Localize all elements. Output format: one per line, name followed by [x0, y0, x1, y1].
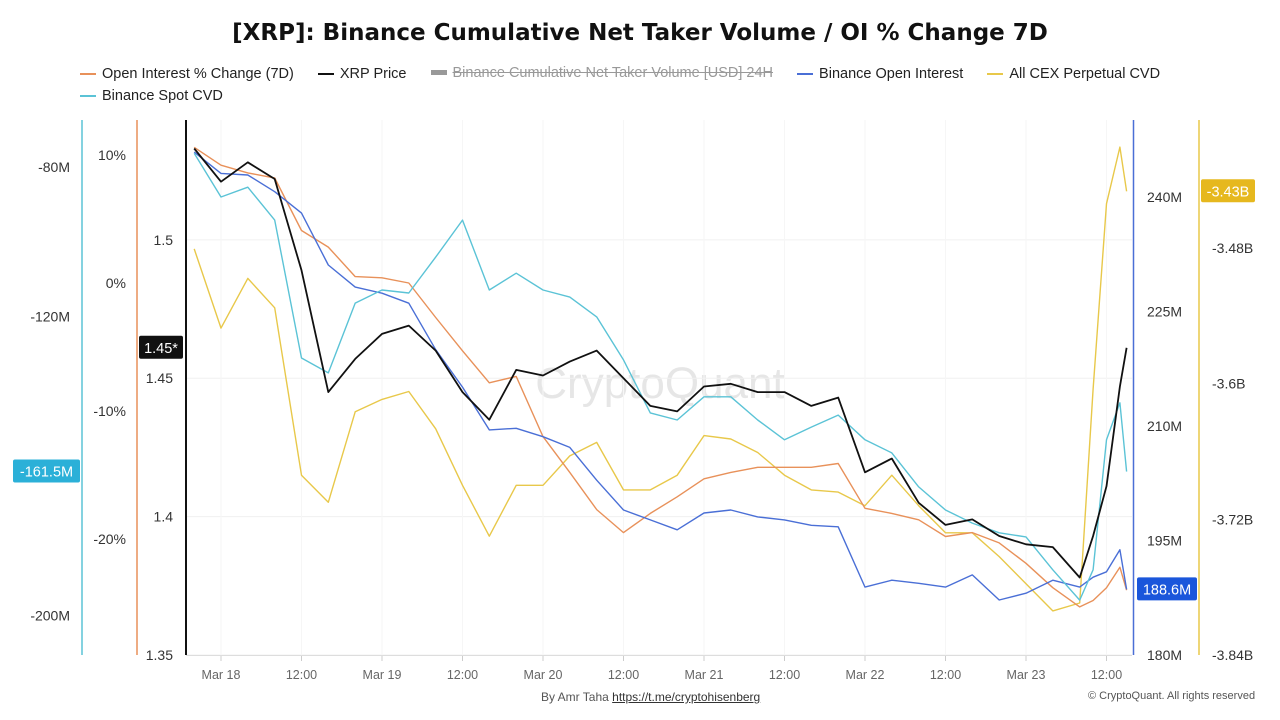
spot-cvd-tick-label: -120M [30, 309, 70, 325]
legend-swatch [430, 70, 447, 75]
perp-cvd-tick-label: -3.48B [1212, 240, 1253, 256]
perp-cvd-last-value-badge: -3.43B [1201, 179, 1255, 203]
legend-label: Binance Open Interest [819, 66, 964, 82]
perp-cvd-tick-label: -3.72B [1212, 511, 1253, 527]
x-tick-label: Mar 21 [685, 668, 724, 682]
price-tick-label: 1.45 [146, 370, 173, 386]
series-line-perp-cvd [193, 146, 1128, 612]
binance-oi-last-value-badge: 188.6M [1137, 577, 1197, 601]
binance-oi-tick-label: 210M [1147, 418, 1182, 434]
legend: Open Interest % Change (7D) XRP Price Bi… [80, 62, 1220, 106]
binance-oi-tick-label: 195M [1147, 533, 1182, 549]
x-tick-label: Mar 23 [1007, 668, 1046, 682]
badge-background [13, 459, 80, 483]
series-line-oi-pct [193, 146, 1128, 608]
x-tick-label: Mar 19 [363, 668, 402, 682]
x-tick-label: Mar 20 [524, 668, 563, 682]
legend-item-xrp-price[interactable]: XRP Price [317, 64, 407, 85]
badge-background [1201, 179, 1255, 203]
legend-label: Binance Spot CVD [102, 87, 223, 104]
badge-background [139, 335, 183, 359]
badge-label: 1.45* [144, 341, 178, 357]
series-line-spot-cvd [193, 152, 1128, 601]
badge-label: 188.6M [1143, 582, 1191, 598]
legend-label: Open Interest % Change (7D) [102, 66, 294, 82]
binance-oi-tick-label: 240M [1147, 189, 1182, 205]
legend-swatch [987, 73, 1004, 75]
x-tick-label: 12:00 [608, 668, 639, 682]
price-tick-label: 1.4 [154, 509, 174, 525]
price-tick-label: 1.35 [146, 647, 173, 663]
x-tick-label: 12:00 [447, 668, 478, 682]
perp-cvd-tick-label: -3.84B [1212, 647, 1253, 663]
badge-label: -3.43B [1207, 184, 1250, 200]
x-tick-label: Mar 22 [846, 668, 885, 682]
watermark: CryptoQuant [535, 359, 784, 408]
series-line-binance-oi [193, 151, 1128, 601]
author-link[interactable]: https://t.me/cryptohisenberg [612, 690, 761, 704]
legend-item-perp-cvd[interactable]: All CEX Perpetual CVD [987, 64, 1160, 85]
legend-item-spot-cvd[interactable]: Binance Spot CVD [80, 85, 223, 106]
chart-title: [XRP]: Binance Cumulative Net Taker Volu… [232, 20, 1048, 46]
legend-swatch [317, 73, 334, 75]
x-tick-label: 12:00 [286, 668, 317, 682]
badge-label: -161.5M [20, 465, 73, 481]
oi-pct-tick-label: 10% [98, 147, 126, 163]
binance-oi-tick-label: 180M [1147, 647, 1182, 663]
legend-label: Binance Cumulative Net Taker Volume [USD… [452, 64, 774, 81]
legend-item-binance-oi[interactable]: Binance Open Interest [797, 64, 963, 85]
price-last-value-badge: 1.45* [139, 335, 183, 359]
oi-pct-tick-label: -10% [93, 403, 126, 419]
x-tick-label: 12:00 [1091, 668, 1122, 682]
spot-cvd-tick-label: -80M [38, 159, 70, 175]
price-tick-label: 1.5 [154, 232, 174, 248]
author-credit: By Amr Taha https://t.me/cryptohisenberg [541, 690, 760, 704]
legend-item-oi-change[interactable]: Open Interest % Change (7D) [80, 64, 294, 85]
legend-label: XRP Price [339, 66, 407, 82]
spot-cvd-last-value-badge: -161.5M [13, 459, 80, 483]
legend-item-net-taker-volume[interactable]: Binance Cumulative Net Taker Volume [USD… [430, 62, 774, 83]
badge-background [1137, 577, 1197, 601]
binance-oi-tick-label: 225M [1147, 304, 1182, 320]
oi-pct-tick-label: -20% [93, 531, 126, 547]
perp-cvd-tick-label: -3.6B [1212, 376, 1245, 392]
copyright: © CryptoQuant. All rights reserved [1088, 690, 1256, 702]
series-line-price [193, 147, 1128, 579]
x-tick-label: 12:00 [930, 668, 961, 682]
legend-label: All CEX Perpetual CVD [1009, 66, 1161, 82]
legend-swatch [80, 94, 96, 97]
author-name: By Amr Taha [541, 690, 609, 704]
spot-cvd-tick-label: -200M [30, 607, 70, 623]
legend-swatch [797, 73, 814, 75]
oi-pct-tick-label: 0% [106, 275, 126, 291]
x-tick-label: 12:00 [769, 668, 800, 682]
legend-swatch [80, 73, 96, 75]
x-tick-label: Mar 18 [202, 668, 241, 682]
